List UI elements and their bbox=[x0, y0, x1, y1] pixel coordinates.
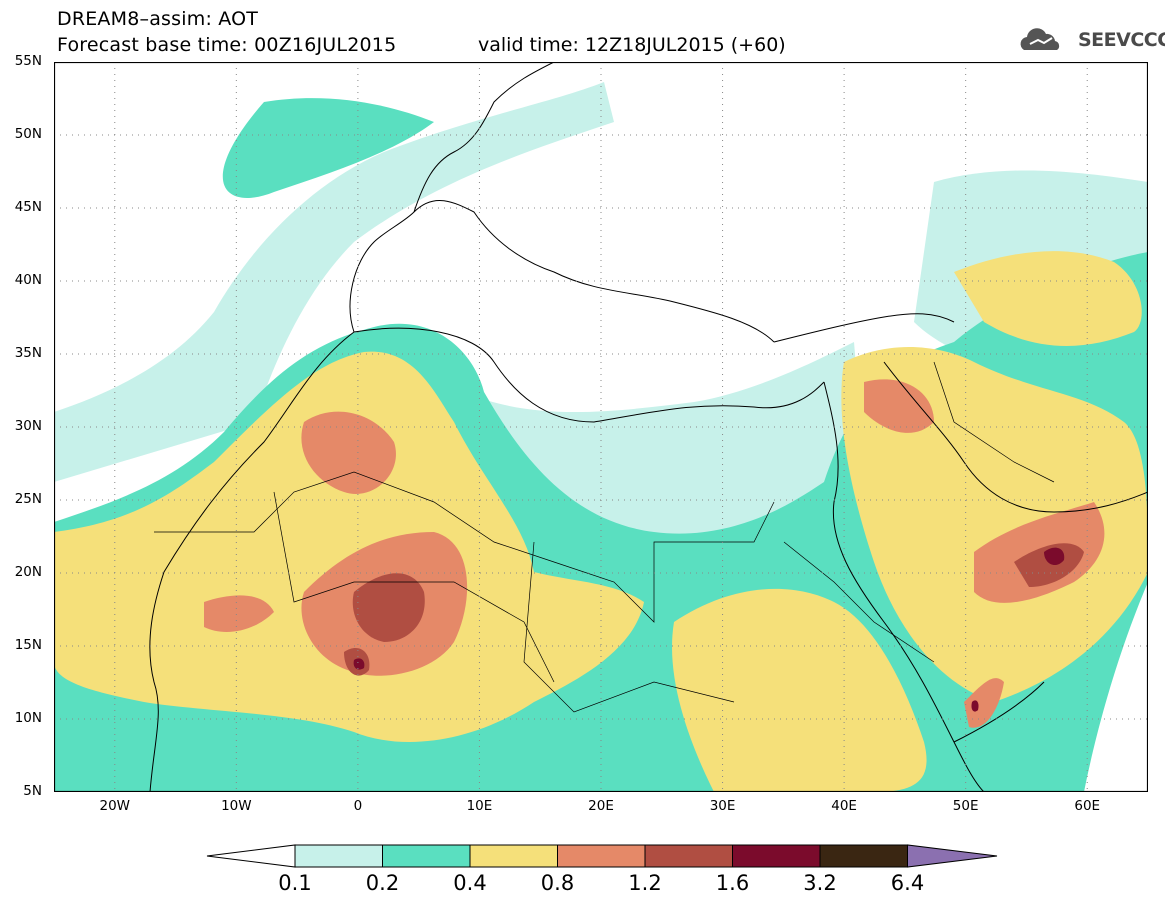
lon-label: 20W bbox=[99, 798, 131, 814]
lat-label: 15N bbox=[14, 637, 42, 653]
logo-text: SEEVCCC bbox=[1078, 29, 1165, 51]
lat-label: 5N bbox=[23, 783, 42, 799]
lat-label: 30N bbox=[14, 418, 42, 434]
colorbar-label: 6.4 bbox=[890, 871, 925, 895]
lon-label: 10W bbox=[221, 798, 252, 814]
graticule bbox=[54, 62, 1148, 792]
coastlines bbox=[149, 62, 1148, 792]
colorbar-segment bbox=[732, 844, 821, 868]
map-border bbox=[54, 62, 1148, 792]
colorbar-label: 0.8 bbox=[540, 871, 575, 895]
colorbar-segment bbox=[819, 844, 908, 868]
colorbar-segment bbox=[294, 844, 383, 868]
lat-label: 40N bbox=[14, 272, 42, 288]
country-borders bbox=[154, 361, 1055, 713]
colorbar-segment bbox=[469, 844, 558, 868]
colorbar-label: 1.6 bbox=[715, 871, 750, 895]
aot-field-yellow bbox=[54, 251, 1148, 792]
colorbar-segment bbox=[644, 844, 733, 868]
colorbar-label: 1.2 bbox=[628, 871, 662, 895]
lat-label: 55N bbox=[14, 53, 42, 69]
colorbar-segment bbox=[557, 844, 646, 868]
lat-label: 10N bbox=[14, 710, 42, 726]
lon-label: 30E bbox=[709, 798, 736, 814]
aot-map bbox=[54, 62, 1148, 792]
lat-label: 45N bbox=[14, 199, 42, 215]
lon-label: 0 bbox=[353, 798, 363, 814]
colorbar-label: 3.2 bbox=[803, 871, 837, 895]
lat-label: 35N bbox=[14, 345, 42, 361]
colorbar-label: 0.1 bbox=[278, 871, 312, 895]
colorbar-label: 0.2 bbox=[365, 871, 400, 895]
aot-colorbar bbox=[206, 844, 998, 868]
lon-label: 10E bbox=[466, 798, 493, 814]
valid-time-label: valid time: 12Z18JUL2015 (+60) bbox=[478, 34, 786, 56]
lat-label: 25N bbox=[14, 491, 42, 507]
lat-label: 20N bbox=[14, 564, 42, 580]
base-time-label: Forecast base time: 00Z16JUL2015 bbox=[57, 34, 397, 56]
colorbar-label: 0.4 bbox=[453, 871, 487, 895]
lon-label: 50E bbox=[952, 798, 979, 814]
aot-field-brown bbox=[344, 543, 1084, 676]
colorbar-segment bbox=[382, 844, 471, 868]
aot-field-maroon bbox=[353, 547, 1065, 712]
lon-label: 40E bbox=[831, 798, 857, 814]
lon-label: 60E bbox=[1074, 798, 1101, 814]
seevccc-logo-icon bbox=[1020, 28, 1060, 50]
lon-label: 20E bbox=[588, 798, 614, 814]
colorbar-segment bbox=[907, 844, 998, 868]
colorbar-segment bbox=[206, 844, 296, 868]
chart-title: DREAM8–assim: AOT bbox=[57, 8, 259, 30]
lat-label: 50N bbox=[14, 126, 42, 142]
